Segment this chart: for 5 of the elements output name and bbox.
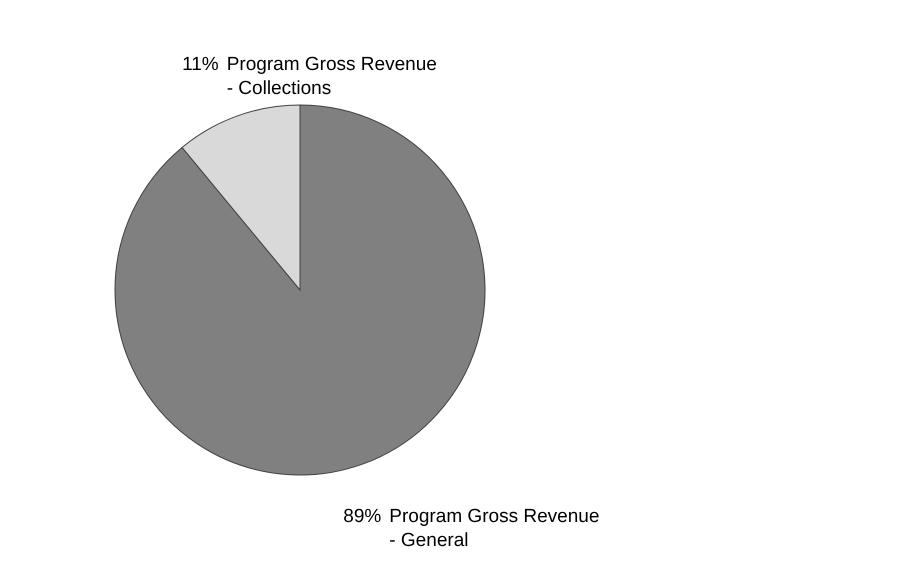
slice-label: Program Gross Revenue - Collections xyxy=(226,54,437,100)
data-label: 11% xyxy=(182,54,219,76)
data-label: 89% xyxy=(343,506,382,527)
pie-slice xyxy=(114,104,486,476)
slice-label: Program Gross Revenue - General xyxy=(389,506,600,551)
